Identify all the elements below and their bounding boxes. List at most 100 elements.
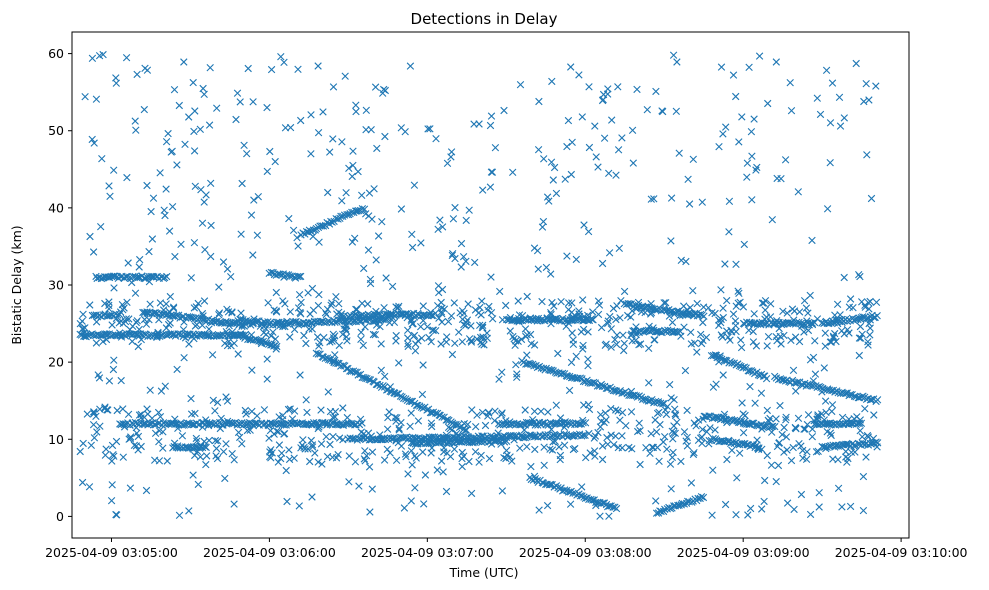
data-point [667,194,676,202]
data-point [792,387,800,395]
data-point [273,427,281,435]
data-point [485,454,494,463]
data-point [92,95,101,103]
data-point [436,216,444,224]
data-point [307,150,315,158]
data-point [864,338,872,346]
data-point [736,449,744,457]
data-point [661,433,669,441]
data-point [205,121,214,129]
data-point [122,315,131,323]
data-point [675,149,683,157]
data-point [487,112,496,120]
data-point [378,218,386,226]
data-point [685,200,694,208]
data-point [96,422,104,430]
data-point [335,300,343,308]
x-axis-ticks: 2025-04-09 03:05:00 2025-04-09 03:06:00 20… [45,538,968,560]
data-point [746,382,754,391]
data-point [86,301,94,309]
data-point [490,417,499,425]
data-point [112,510,120,519]
data-point [324,188,332,197]
data-point [92,339,101,347]
data-point [101,451,110,459]
data-point [647,430,655,438]
data-point [723,296,731,305]
data-point [603,433,611,442]
data-point [604,85,612,93]
data-point [87,441,95,449]
data-point [407,397,415,405]
data-point [549,367,557,375]
data-point [345,164,353,172]
data-point [846,502,855,511]
data-point [619,331,627,339]
data-point [757,389,766,397]
data-point [462,426,471,434]
data-point [717,63,726,71]
data-point [161,211,169,220]
data-point [652,87,660,96]
data-point [367,436,375,444]
data-point [800,425,808,433]
data-point [612,340,621,349]
data-point [531,421,539,429]
data-point [351,421,359,429]
data-point [783,446,791,454]
data-point [783,499,792,507]
data-point [228,450,236,458]
data-point [360,455,368,463]
data-point [214,437,222,445]
data-point [150,309,158,317]
data-point [687,328,695,336]
data-point [105,182,113,190]
data-point [181,140,189,148]
data-point [263,103,271,112]
data-point [561,175,569,183]
data-point [645,344,653,352]
data-point [162,185,170,193]
data-point [440,305,449,313]
data-point [752,342,761,350]
data-point [718,414,727,423]
data-point [353,305,361,314]
data-point [479,333,487,341]
data-point [419,361,427,369]
data-point [417,323,425,331]
data-point [873,312,881,320]
data-point [141,64,149,72]
data-point [200,297,209,305]
data-point [737,343,746,352]
data-point [411,347,420,355]
data-point [855,334,864,342]
data-point [542,263,551,272]
data-point [180,58,188,66]
data-point [616,314,624,322]
data-point [316,339,324,347]
data-point [455,423,464,432]
data-point [349,434,357,443]
data-point [377,366,385,374]
data-point [586,449,594,457]
data-point [238,440,246,448]
data-point [274,428,283,436]
data-point [155,427,164,435]
data-point [304,228,313,236]
data-point [208,351,217,359]
data-point [108,457,116,465]
data-point [408,461,416,469]
data-point [304,289,312,297]
data-point [242,410,250,418]
data-point [109,365,118,374]
data-point [684,175,692,183]
data-point [659,400,667,408]
data-point [240,141,248,149]
data-point [719,371,727,379]
data-point [358,299,366,308]
data-point [846,390,855,399]
data-point [858,330,866,338]
data-point [419,302,427,310]
data-point [828,79,837,87]
data-point [780,448,788,456]
